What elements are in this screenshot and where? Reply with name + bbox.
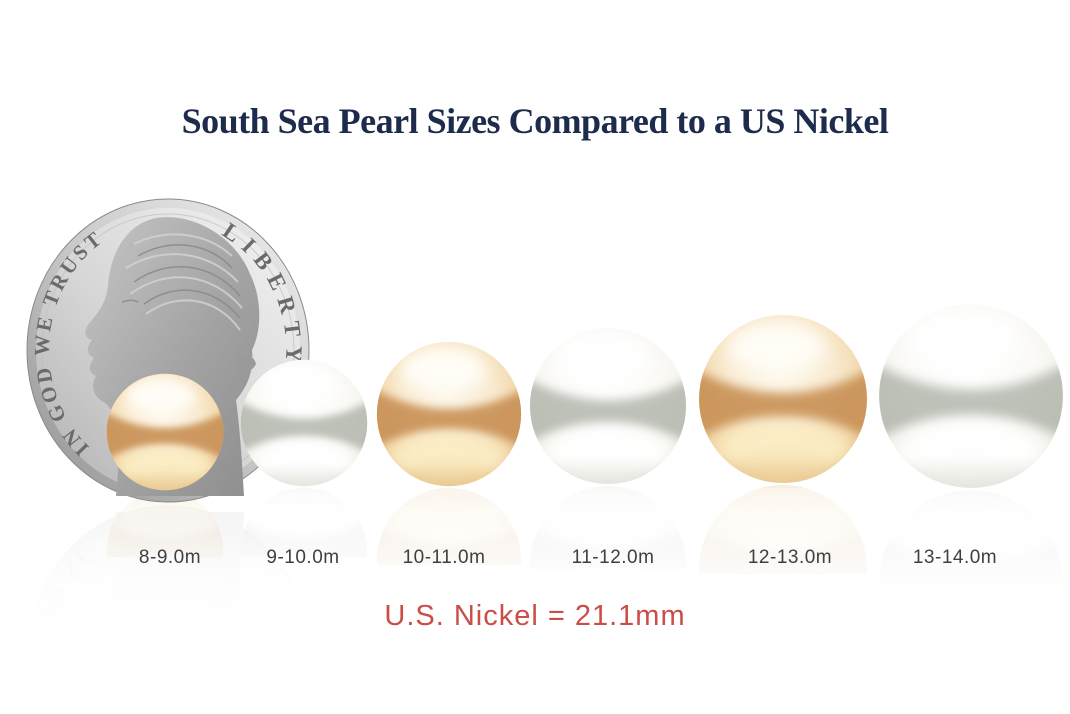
- reflection-fade: [0, 488, 1070, 663]
- nickel-size-caption: U.S. Nickel = 21.1mm: [384, 600, 686, 632]
- page-title: South Sea Pearl Sizes Compared to a US N…: [181, 101, 889, 141]
- pearl-size-label-3: 10-11.0m: [402, 547, 486, 568]
- pearl-size-label-1: 8-9.0m: [138, 547, 202, 568]
- pearl-size-label-5: 12-13.0m: [747, 547, 833, 568]
- pearl-11-12mm: [529, 327, 687, 485]
- pearl-13-14mm: [878, 303, 1064, 489]
- pearl-size-label-6: 13-14.0m: [912, 547, 998, 568]
- pearl-12-13mm: [698, 314, 868, 484]
- pearl-10-11mm: [376, 341, 522, 487]
- pearl-9-10mm: [240, 359, 368, 487]
- pearl-size-label-4: 11-12.0m: [571, 547, 655, 568]
- pearl-size-label-2: 9-10.0m: [266, 547, 340, 568]
- pearl-8-9mm: [106, 373, 224, 491]
